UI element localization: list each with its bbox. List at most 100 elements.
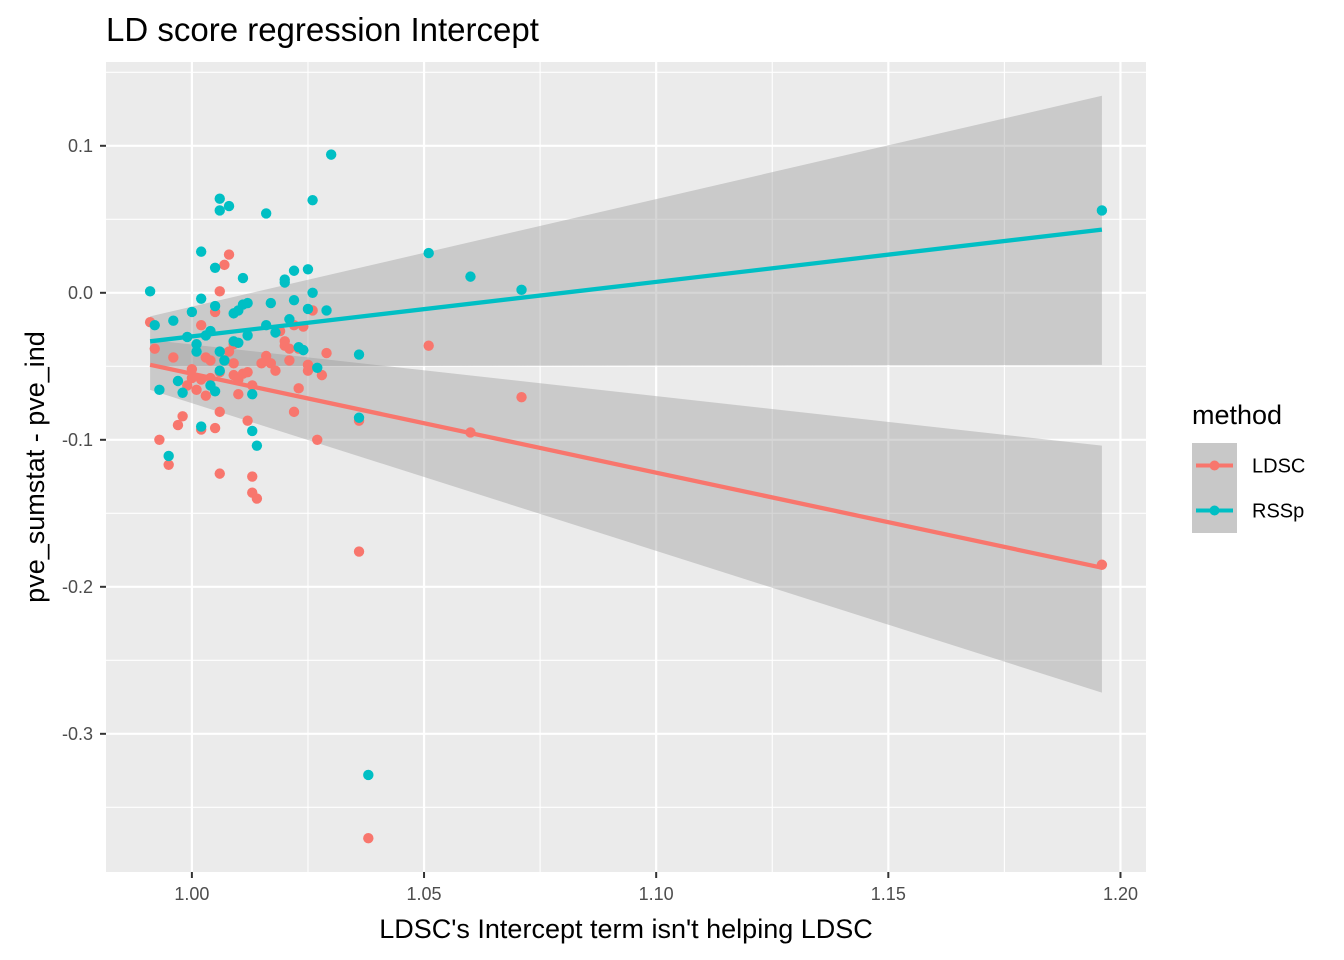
point-rssp [353,349,365,360]
ci-ribbon-ldsc [150,339,1102,693]
point-ldsc [172,419,184,431]
point-ldsc [284,343,295,354]
point-rssp [163,450,174,462]
grid-major [106,62,1146,872]
point-ldsc [242,366,253,378]
point-rssp [288,294,300,306]
trend-line-rssp [149,227,1103,344]
point-ldsc [251,493,263,504]
point-rssp [144,286,156,297]
point-ldsc [214,286,225,297]
point-ldsc [288,406,300,418]
point-ldsc [214,406,225,418]
point-ldsc [293,383,304,394]
point-rssp [265,297,277,309]
point-ldsc [200,390,212,401]
point-rssp [168,315,179,326]
x-tick-label: 1.00 [174,884,209,904]
point-ldsc [163,459,174,470]
chart-title: LD score regression Intercept [106,11,539,48]
point-rssp [195,293,207,304]
legend-label-ldsc: LDSC [1252,456,1305,478]
point-rssp [465,271,476,282]
y-tick-label: -0.3 [62,724,93,744]
point-rssp [223,200,235,212]
point-rssp [298,344,309,356]
point-rssp [251,440,263,451]
legend-title: method [1192,400,1282,430]
trend-lines [149,227,1103,570]
point-rssp [233,337,244,348]
point-rssp [260,208,272,219]
point-rssp [312,362,323,373]
point-rssp [307,287,318,298]
point-ldsc [205,355,216,366]
legend-key-point [1209,460,1220,471]
point-rssp [363,769,374,781]
point-rssp [195,246,207,257]
point-ldsc [284,355,295,366]
point-rssp [214,205,225,216]
point-rssp [237,272,249,284]
point-rssp [191,346,202,357]
point-ldsc [154,434,165,446]
y-axis-ticks: -0.3 -0.2 -0.1 0.0 0.1 [62,136,106,744]
point-ldsc [363,832,374,844]
point-rssp [423,247,434,259]
point-rssp [214,346,225,357]
point-rssp [307,194,318,206]
point-ldsc [516,391,527,403]
point-rssp [247,389,258,400]
data-points [144,149,1108,844]
point-ldsc [223,249,235,260]
y-tick-label: 0.1 [68,136,93,156]
x-tick-label: 1.05 [407,884,442,904]
point-rssp [516,284,527,296]
point-ldsc [168,352,179,363]
point-rssp [284,314,295,325]
x-axis-ticks: 1.00 1.05 1.10 1.15 1.20 [174,872,1138,904]
point-ldsc [228,358,239,369]
point-ldsc [219,259,230,271]
point-rssp [209,300,221,312]
point-rssp [191,339,202,350]
y-tick-label: -0.1 [62,430,93,450]
legend-key-point [1209,505,1220,516]
y-tick-label: -0.2 [62,577,93,597]
point-rssp [172,375,184,387]
trend-line-ldsc [149,362,1103,570]
point-ldsc [270,365,281,376]
point-rssp [149,319,160,331]
point-ldsc [191,384,202,396]
point-ldsc [149,343,160,354]
x-tick-label: 1.20 [1103,884,1138,904]
point-rssp [288,265,300,276]
point-rssp [321,305,332,316]
point-ldsc [242,415,253,426]
point-rssp [177,387,188,398]
point-rssp [270,327,281,338]
point-ldsc [312,434,323,446]
point-rssp [247,425,258,437]
legend-label-rssp: RSSp [1252,501,1304,523]
point-rssp [214,365,225,376]
point-ldsc [233,389,244,400]
confidence-ribbons [150,95,1102,693]
point-ldsc [423,340,434,351]
point-ldsc [247,471,258,482]
point-ldsc [214,468,225,479]
point-rssp [195,421,207,432]
point-rssp [219,355,230,366]
ci-ribbon-rssp [150,95,1102,367]
point-rssp [1096,205,1108,216]
point-rssp [353,412,365,423]
x-tick-label: 1.10 [639,884,674,904]
point-rssp [209,386,221,397]
point-rssp [242,330,253,341]
point-rssp [242,297,253,309]
y-tick-label: 0.0 [68,283,93,303]
legend: method LDSC RSSp [1192,400,1305,533]
point-ldsc [209,422,221,434]
point-rssp [154,384,165,396]
